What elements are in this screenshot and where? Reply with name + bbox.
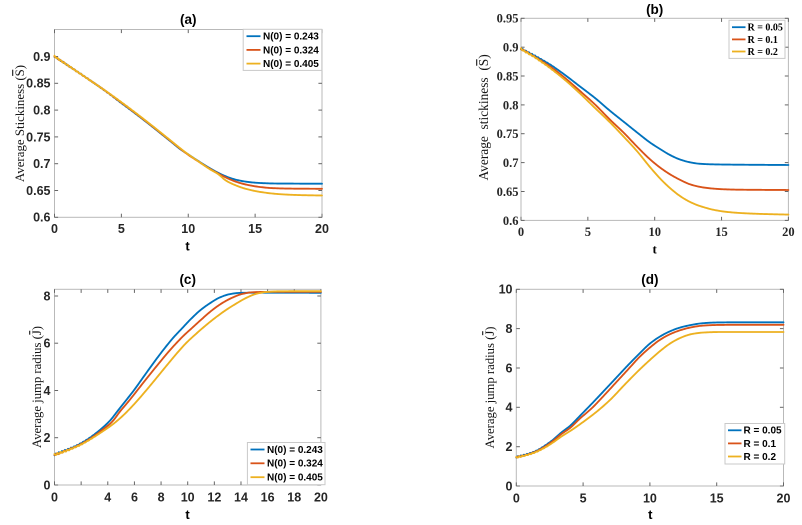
svg-text:8: 8 (44, 289, 51, 303)
svg-text:20: 20 (314, 491, 328, 505)
svg-text:12: 12 (207, 491, 221, 505)
svg-text:5: 5 (580, 491, 587, 505)
svg-text:N(0) = 0.324: N(0) = 0.324 (267, 459, 323, 470)
svg-text:6: 6 (506, 361, 513, 375)
svg-text:R = 0.2: R = 0.2 (748, 47, 778, 58)
svg-text:8: 8 (158, 491, 165, 505)
svg-text:10: 10 (643, 491, 657, 505)
svg-text:R = 0.2: R = 0.2 (744, 452, 777, 463)
svg-text:0.8: 0.8 (503, 98, 519, 112)
svg-text:0.95: 0.95 (497, 12, 519, 26)
svg-text:0.85: 0.85 (497, 69, 519, 83)
svg-text:20: 20 (315, 222, 329, 236)
svg-text:10: 10 (181, 491, 195, 505)
svg-text:0.9: 0.9 (503, 41, 519, 55)
svg-text:t: t (653, 242, 658, 257)
svg-text:(c): (c) (179, 272, 196, 287)
svg-text:0: 0 (518, 225, 524, 239)
svg-text:0.7: 0.7 (503, 156, 519, 170)
svg-text:N(0) = 0.243: N(0) = 0.243 (267, 445, 323, 456)
svg-text:(b): (b) (646, 2, 663, 17)
svg-text:15: 15 (248, 222, 262, 236)
svg-text:0.6: 0.6 (33, 211, 50, 225)
svg-text:0: 0 (51, 222, 58, 236)
svg-text:R = 0.05: R = 0.05 (744, 426, 783, 437)
svg-text:R = 0.1: R = 0.1 (744, 439, 777, 450)
svg-text:Average Stickiness (S): Average Stickiness (S) (13, 65, 27, 182)
svg-text:t: t (648, 507, 653, 522)
svg-text:Average jump radius (J): Average jump radius (J) (483, 326, 497, 448)
svg-text:16: 16 (261, 491, 275, 505)
svg-text:15: 15 (715, 225, 728, 239)
svg-text:4: 4 (506, 401, 513, 415)
svg-text:N(0) = 0.405: N(0) = 0.405 (267, 473, 323, 484)
svg-text:5: 5 (585, 225, 591, 239)
svg-text:2: 2 (44, 431, 51, 445)
svg-text:(d): (d) (641, 272, 658, 287)
svg-text:N(0) = 0.243: N(0) = 0.243 (263, 32, 319, 43)
svg-text:0.85: 0.85 (26, 77, 50, 91)
svg-text:t: t (185, 507, 190, 522)
svg-text:10: 10 (648, 225, 661, 239)
svg-text:0.7: 0.7 (33, 157, 50, 171)
svg-text:20: 20 (777, 491, 791, 505)
svg-text:Average stickiness (S): Average stickiness (S) (476, 54, 491, 180)
svg-text:0.65: 0.65 (26, 184, 50, 198)
svg-text:10: 10 (499, 283, 513, 297)
svg-text:(a): (a) (180, 12, 197, 27)
svg-text:0.75: 0.75 (497, 127, 519, 141)
svg-text:14: 14 (234, 491, 248, 505)
svg-text:18: 18 (287, 491, 301, 505)
svg-text:4: 4 (104, 491, 111, 505)
svg-text:10: 10 (181, 222, 195, 236)
svg-text:0.65: 0.65 (497, 185, 519, 199)
svg-text:8: 8 (506, 322, 513, 336)
svg-text:0.9: 0.9 (33, 50, 50, 64)
svg-text:t: t (185, 239, 190, 254)
svg-text:2: 2 (506, 440, 513, 454)
svg-text:0.6: 0.6 (503, 214, 519, 228)
svg-text:N(0) = 0.324: N(0) = 0.324 (263, 45, 319, 56)
svg-text:0.75: 0.75 (26, 130, 50, 144)
svg-text:0.8: 0.8 (33, 104, 50, 118)
svg-text:4: 4 (44, 384, 51, 398)
svg-text:R = 0.05: R = 0.05 (748, 23, 783, 34)
svg-text:0: 0 (44, 478, 51, 492)
svg-text:6: 6 (131, 491, 138, 505)
svg-text:N(0) = 0.405: N(0) = 0.405 (263, 59, 319, 70)
svg-text:Average jump radius (J): Average jump radius (J) (30, 326, 44, 448)
svg-text:5: 5 (118, 222, 125, 236)
svg-text:6: 6 (44, 337, 51, 351)
svg-text:0: 0 (513, 491, 520, 505)
svg-text:15: 15 (710, 491, 724, 505)
svg-text:R = 0.1: R = 0.1 (748, 35, 778, 46)
svg-text:0: 0 (51, 491, 58, 505)
svg-text:20: 20 (782, 225, 795, 239)
svg-text:0: 0 (506, 479, 513, 493)
